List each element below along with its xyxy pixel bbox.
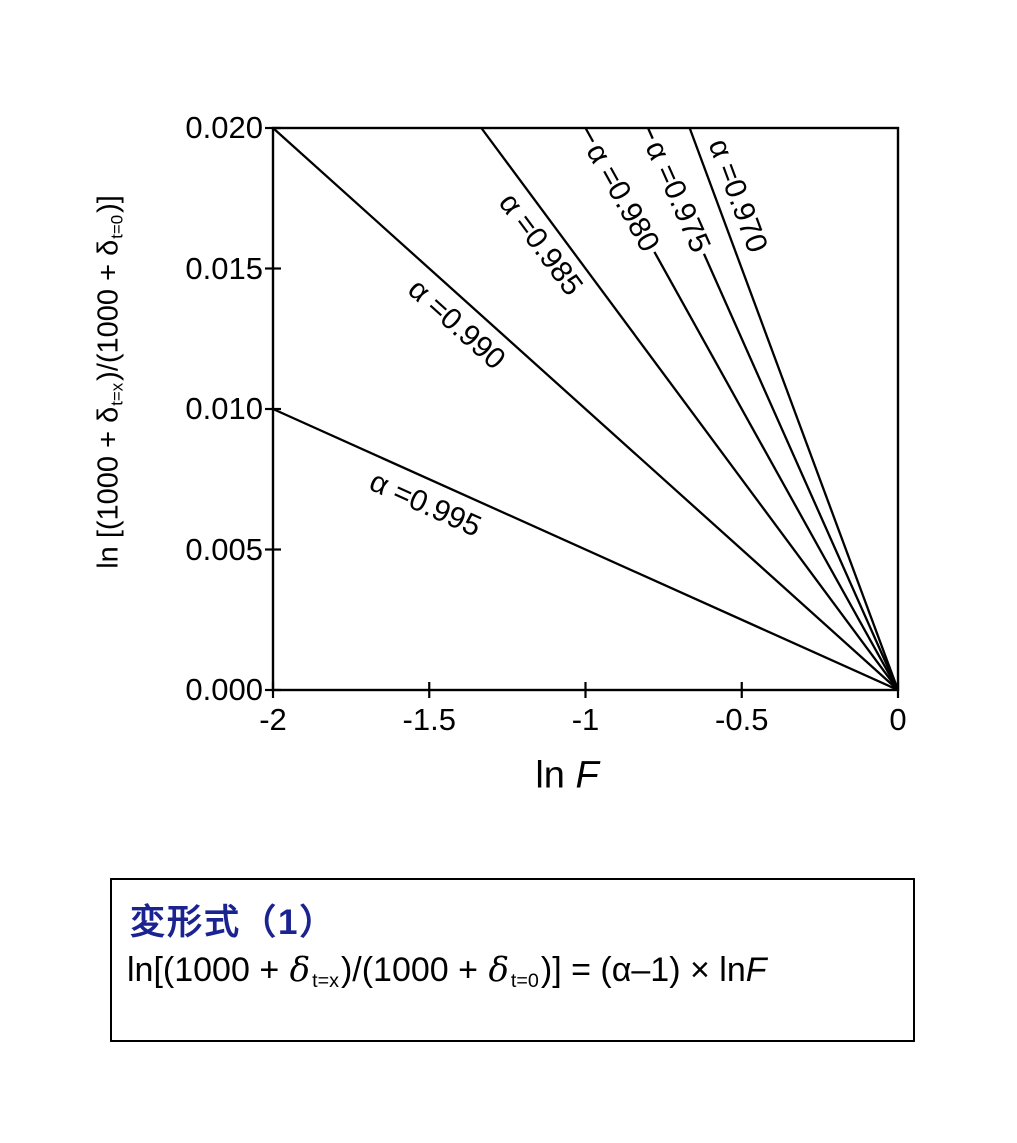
series-line-0.995 [272,407,899,692]
text-segment: )/(1000 + [340,951,488,989]
series-line-0.985 [480,127,899,691]
text-segment: t=0 [510,970,539,993]
chart-area: ln [(1000 + δt=x)/(1000 + δt=0)] ln F -2… [92,109,907,798]
formula-equation: ln[(1000 + δ t=x)/(1000 + δ t=0)] = (α–1) … [127,950,767,993]
text-segment: )] [92,195,125,213]
x-tick-label: -1 [571,702,600,737]
text-segment: t=x [312,970,339,993]
y-tick-label: 0.015 [185,250,263,286]
series-line-0.99 [272,127,899,691]
x-tick-label: 0 [889,702,907,737]
y-tick-label: 0.020 [185,109,263,145]
text-segment: )] = (α–1) × ln [540,951,746,989]
text-segment: ln[(1000 + [127,951,289,989]
formula-box: 変形式（1） ln[(1000 + δ t=x)/(1000 + δ t=0)] =… [110,878,915,1042]
y-axis-title: ln [(1000 + δt=x)/(1000 + δt=0)] [92,195,127,569]
y-tick-label: 0.010 [185,390,263,426]
plot-svg [265,126,900,698]
text-segment: ln [535,754,576,797]
text-segment: F [745,951,767,989]
text-segment: t=0 [107,214,127,239]
text-segment: ln [(1000 + δ [92,406,125,569]
text-segment: δ [289,950,311,990]
text-segment: t=x [107,382,127,406]
x-tick-label: -0.5 [715,702,769,737]
series-line-0.97 [688,127,900,691]
formula-title: 変形式（1） [130,903,337,942]
text-segment: F [575,754,599,797]
text-segment: )/(1000 + δ [92,239,125,381]
x-axis-title: ln F [535,755,598,798]
y-tick-label: 0.005 [185,531,263,567]
y-tick-label: 0.000 [185,671,263,707]
x-tick-label: -2 [259,702,287,737]
x-tick-label: -1.5 [402,702,456,737]
text-segment: δ [488,950,509,990]
